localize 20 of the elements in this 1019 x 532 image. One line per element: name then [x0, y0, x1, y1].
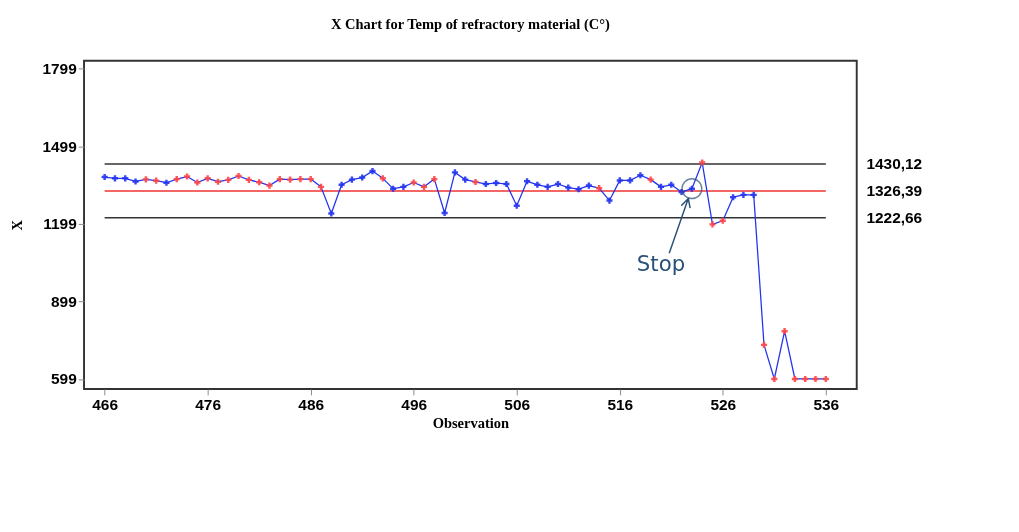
x-tick-label: 466 [92, 395, 119, 413]
y-tick-label: 1199 [43, 215, 78, 233]
x-tick-label: 506 [504, 395, 531, 413]
x-tick-label: 476 [195, 395, 222, 413]
chart-title: X Chart for Temp of refractory material (C°) [330, 15, 610, 33]
x-tick-label: 516 [607, 395, 634, 413]
y-tick-label: 599 [51, 370, 78, 388]
x-axis-title: Observation [432, 415, 510, 432]
ref-line-label: 1326,39 [866, 181, 923, 199]
ref-line-label: 1222,66 [866, 208, 923, 226]
y-tick-label: 899 [51, 292, 78, 310]
x-tick-label: 486 [298, 395, 325, 413]
y-tick-label: 1499 [42, 137, 78, 155]
annotation: Stop [636, 251, 686, 277]
y-axis-title: X [9, 219, 26, 231]
y-tick-label: 1799 [42, 60, 78, 78]
ref-line-label: 1430,12 [866, 154, 923, 172]
x-tick-label: 496 [401, 395, 428, 413]
x-tick-label: 526 [710, 395, 737, 413]
x-tick-label: 536 [813, 395, 840, 413]
